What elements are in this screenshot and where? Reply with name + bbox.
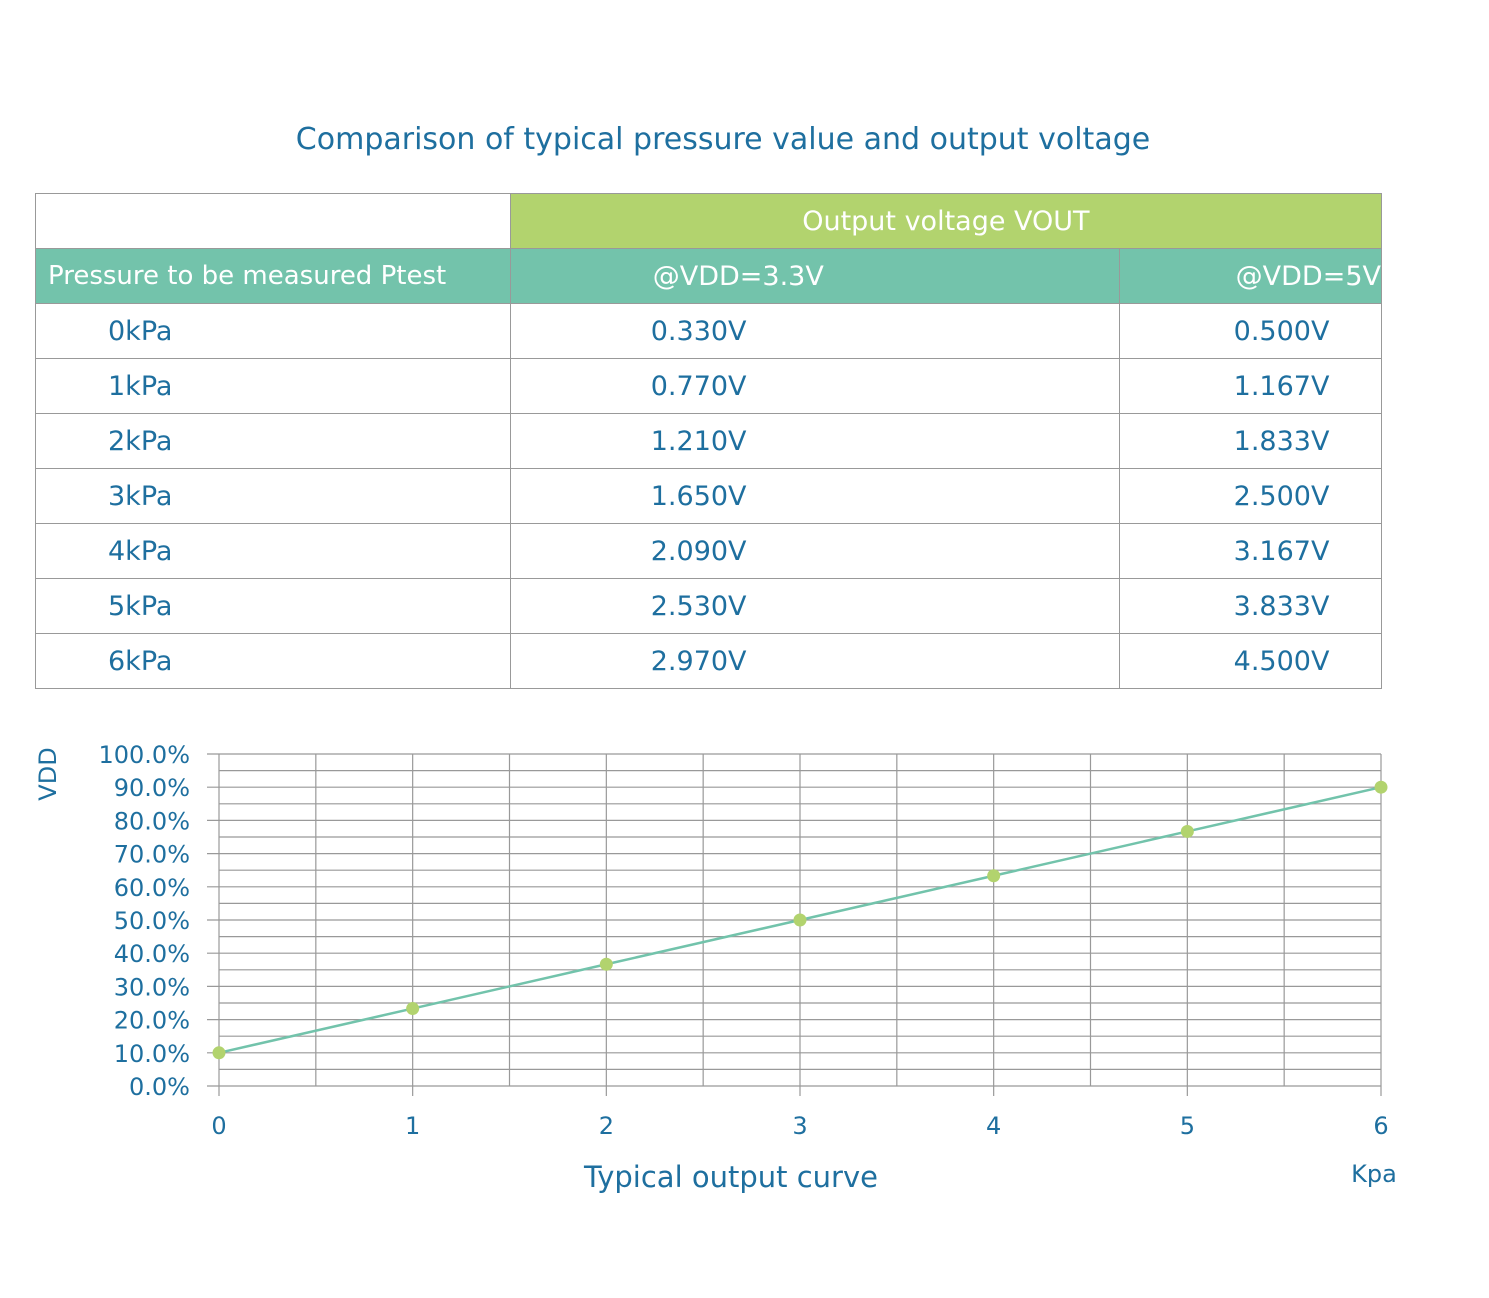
vdd5-cell: 3.833V xyxy=(1118,578,1383,634)
y-tick-label: 100.0% xyxy=(98,741,190,769)
table-group-header-row: Output voltage VOUT xyxy=(35,193,1383,249)
pressure-cell: 3kPa xyxy=(35,468,511,524)
vdd5-cell: 1.833V xyxy=(1118,413,1383,469)
vdd33-cell: 0.770V xyxy=(509,358,1120,414)
table-row: 2kPa 1.210V 1.833V xyxy=(35,413,1383,469)
group-header: Output voltage VOUT xyxy=(509,193,1383,249)
x-tick-label: 1 xyxy=(405,1112,420,1140)
page-title: Comparison of typical pressure value and… xyxy=(295,122,1151,157)
pressure-voltage-table: Output voltage VOUT Pressure to be measu… xyxy=(35,193,1383,689)
y-tick-label: 30.0% xyxy=(114,973,190,1001)
data-point xyxy=(406,1002,420,1016)
pressure-cell: 2kPa xyxy=(35,413,511,469)
x-tick-label: 4 xyxy=(986,1112,1001,1140)
y-tick-label: 80.0% xyxy=(114,807,190,835)
y-tick-label: 70.0% xyxy=(114,841,190,869)
vdd5-cell: 4.500V xyxy=(1118,633,1383,689)
vdd5-cell: 3.167V xyxy=(1118,523,1383,579)
x-tick-label: 2 xyxy=(599,1112,614,1140)
chart-title: Typical output curve xyxy=(583,1160,878,1194)
x-tick-label: 6 xyxy=(1373,1112,1388,1140)
y-tick-label: 0.0% xyxy=(129,1073,190,1101)
vdd33-cell: 1.650V xyxy=(509,468,1120,524)
data-point xyxy=(1180,824,1194,838)
header-vdd33: @VDD=3.3V xyxy=(509,248,1120,304)
vdd5-cell: 0.500V xyxy=(1118,303,1383,359)
x-tick-label: 3 xyxy=(792,1112,807,1140)
table-row: 5kPa 2.530V 3.833V xyxy=(35,578,1383,634)
y-tick-label: 10.0% xyxy=(114,1040,190,1068)
x-tick-label: 0 xyxy=(211,1112,226,1140)
y-tick-label: 50.0% xyxy=(114,907,190,935)
x-tick-label: 5 xyxy=(1180,1112,1195,1140)
vdd33-cell: 2.530V xyxy=(509,578,1120,634)
header-vdd5: @VDD=5V xyxy=(1118,248,1383,304)
table-header-row: Pressure to be measured Ptest @VDD=3.3V … xyxy=(35,248,1383,304)
pressure-cell: 5kPa xyxy=(35,578,511,634)
pressure-cell: 0kPa xyxy=(35,303,511,359)
y-tick-label: 20.0% xyxy=(114,1007,190,1035)
data-point xyxy=(212,1046,226,1060)
x-axis-label: Kpa xyxy=(1351,1160,1397,1188)
table-row: 6kPa 2.970V 4.500V xyxy=(35,633,1383,689)
vdd33-cell: 2.970V xyxy=(509,633,1120,689)
vdd33-cell: 1.210V xyxy=(509,413,1120,469)
y-axis-label: VDD xyxy=(34,747,62,800)
data-point xyxy=(793,913,807,927)
vdd5-cell: 1.167V xyxy=(1118,358,1383,414)
vdd5-cell: 2.500V xyxy=(1118,468,1383,524)
y-tick-label: 60.0% xyxy=(114,874,190,902)
empty-header-cell xyxy=(35,193,511,249)
table-row: 3kPa 1.650V 2.500V xyxy=(35,468,1383,524)
y-tick-label: 40.0% xyxy=(114,940,190,968)
data-point xyxy=(599,957,613,971)
data-point xyxy=(1374,780,1388,794)
table-row: 0kPa 0.330V 0.500V xyxy=(35,303,1383,359)
data-point xyxy=(987,869,1001,883)
y-tick-label: 90.0% xyxy=(114,774,190,802)
pressure-cell: 6kPa xyxy=(35,633,511,689)
